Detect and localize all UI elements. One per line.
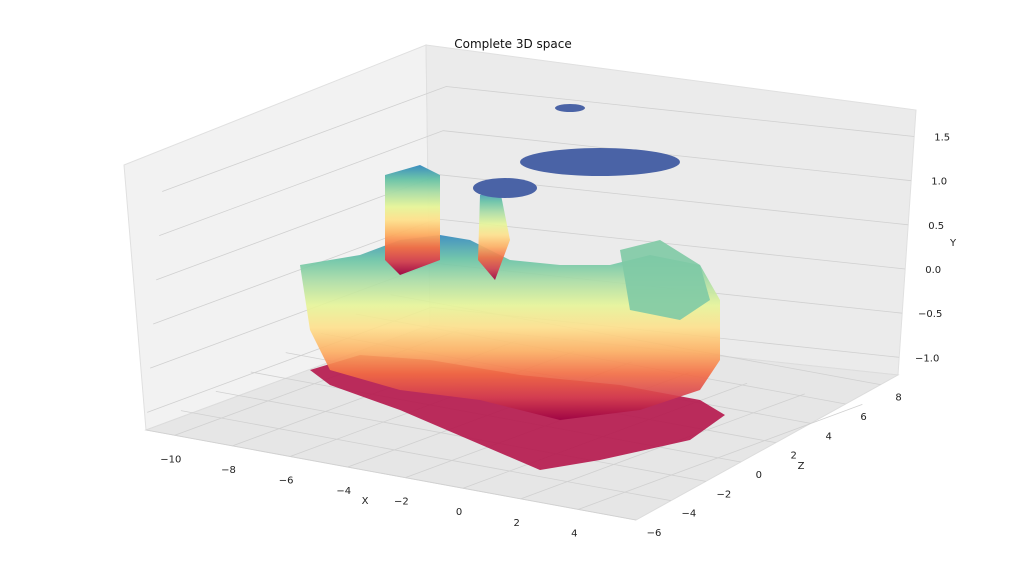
y-tick-label: −1.0 bbox=[915, 353, 939, 364]
z-gridline bbox=[215, 390, 706, 482]
x-axis-label: X bbox=[362, 496, 369, 507]
surface-left-tower bbox=[385, 165, 440, 275]
surface-right-hump bbox=[620, 240, 710, 320]
z-tick-label: −2 bbox=[716, 489, 731, 500]
x-tick-label: −8 bbox=[221, 465, 236, 476]
z-axis-ticks: −6 −4 −2 0 2 4 6 8 bbox=[647, 393, 902, 539]
y-axis-ticks: −1.0 −0.5 0.0 0.5 1.0 1.5 bbox=[915, 133, 950, 365]
y-gridline bbox=[162, 86, 915, 192]
y-gridline bbox=[156, 174, 909, 281]
surface bbox=[300, 104, 725, 470]
y-tick-label: 0.5 bbox=[928, 221, 944, 232]
x-tick-label: −10 bbox=[160, 454, 181, 465]
y-tick-label: −0.5 bbox=[918, 309, 942, 320]
chart-title: Complete 3D space bbox=[454, 37, 572, 51]
x-tick-label: −4 bbox=[336, 486, 351, 497]
y-axis-label: Y bbox=[949, 238, 957, 249]
z-tick-label: 4 bbox=[825, 431, 831, 442]
x-tick-label: −6 bbox=[279, 475, 294, 486]
x-tick-label: 4 bbox=[571, 528, 577, 539]
ceiling-patch-large bbox=[520, 148, 680, 176]
z-tick-label: −6 bbox=[647, 528, 662, 539]
ceiling-patch-small bbox=[555, 104, 585, 112]
y-gridline bbox=[159, 130, 912, 237]
x-gridline bbox=[520, 393, 805, 500]
z-gridline bbox=[145, 429, 637, 521]
z-tick-label: 0 bbox=[756, 470, 762, 481]
y-tick-label: 1.0 bbox=[931, 177, 947, 188]
z-tick-label: 8 bbox=[895, 393, 901, 404]
surface-mid-column bbox=[478, 190, 510, 280]
ceiling-patch-left bbox=[473, 178, 537, 198]
z-gridline bbox=[180, 410, 672, 502]
y-tick-label: 1.5 bbox=[934, 133, 950, 144]
x-axis-ticks: −10 −8 −6 −4 −2 0 2 4 bbox=[160, 454, 577, 539]
z-axis-label: Z bbox=[798, 461, 805, 472]
z-tick-label: 6 bbox=[860, 412, 866, 423]
surface-main-body bbox=[300, 235, 720, 420]
x-tick-label: 0 bbox=[456, 507, 462, 518]
y-tick-label: 0.0 bbox=[925, 265, 941, 276]
z-tick-label: −4 bbox=[682, 509, 697, 520]
x-gridline bbox=[578, 404, 863, 510]
x-tick-label: −2 bbox=[394, 497, 409, 508]
x-tick-label: 2 bbox=[514, 518, 520, 529]
z-tick-label: 2 bbox=[791, 451, 797, 462]
